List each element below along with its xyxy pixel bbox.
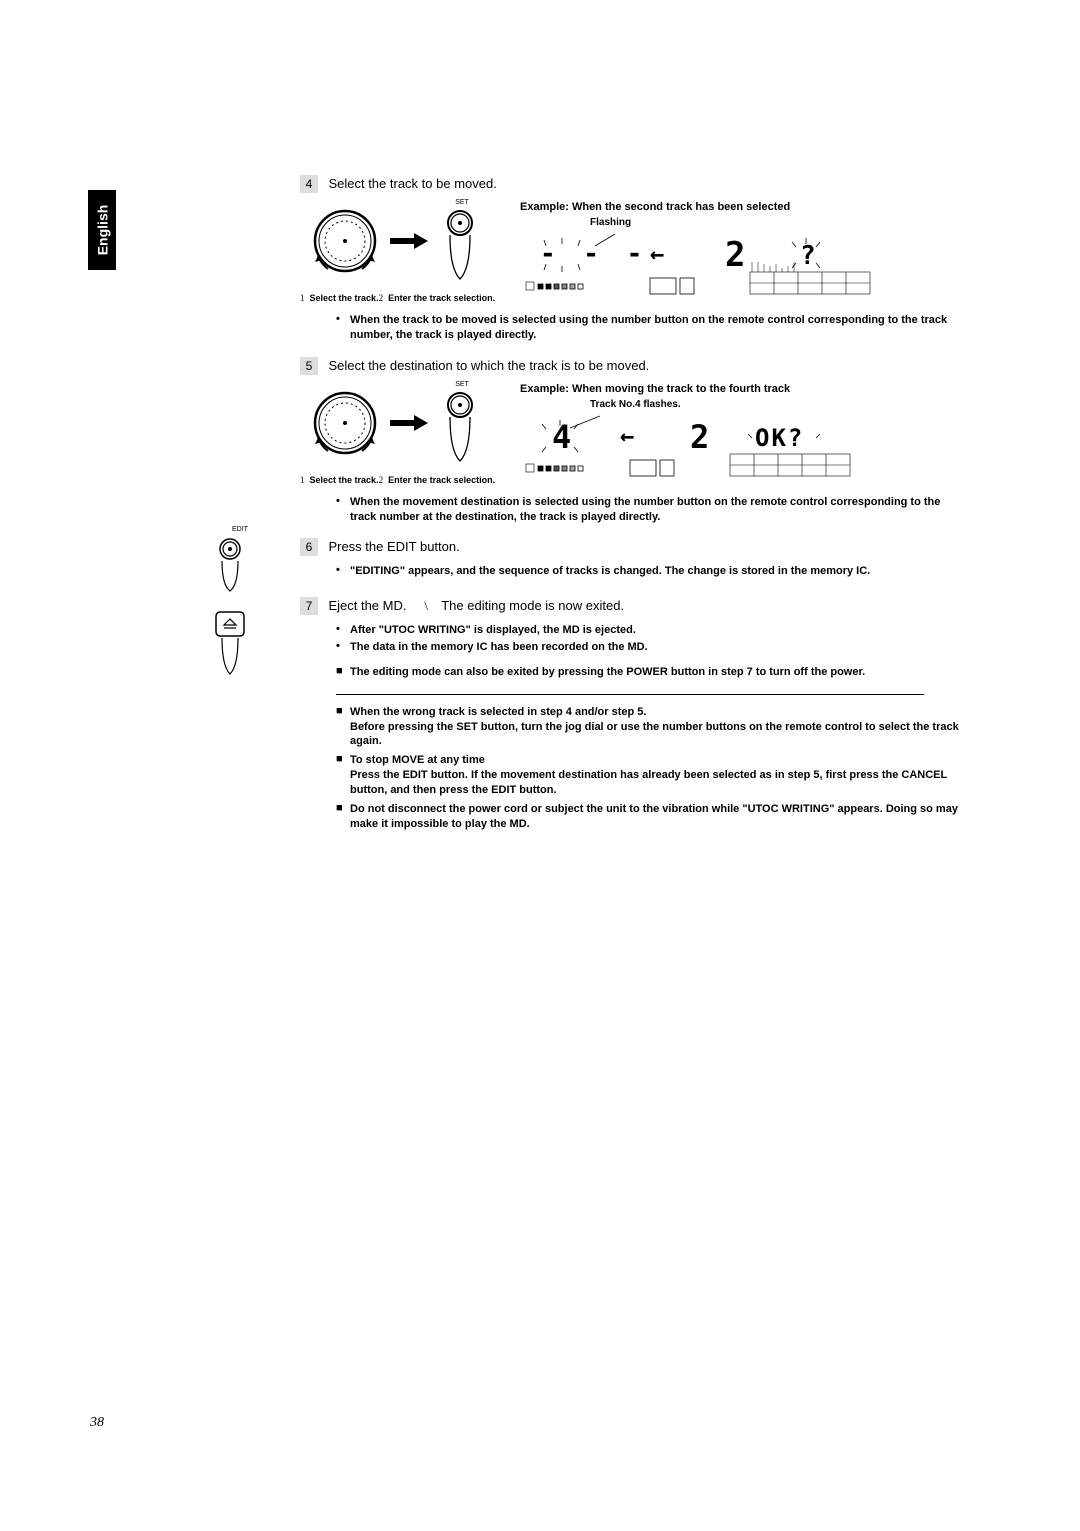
language-tab: English xyxy=(88,190,116,270)
svg-text:OK?: OK? xyxy=(755,424,804,452)
note-1a: When the wrong track is selected in step… xyxy=(350,705,960,720)
example-1-sub: Flashing xyxy=(590,217,960,228)
lcd-display-1: - - - ← 2 ? xyxy=(520,232,920,302)
step-7: 7 Eject the MD. \ The editing mode is no… xyxy=(300,597,960,615)
step-6-text: Press the EDIT button. xyxy=(328,539,459,554)
step-7-num: 7 xyxy=(300,597,318,615)
step-7-after: The editing mode is now exited. xyxy=(441,598,624,613)
svg-text:4: 4 xyxy=(552,418,571,456)
step-5-text: Select the destination to which the trac… xyxy=(328,358,649,373)
step-5: 5 Select the destination to which the tr… xyxy=(300,357,960,375)
note-2b: Press the EDIT button. If the movement d… xyxy=(350,768,960,798)
step-5-note-1: When the movement destination is selecte… xyxy=(350,495,960,525)
note-1b: Before pressing the SET button, turn the… xyxy=(350,720,960,750)
example-2: Example: When moving the track to the fo… xyxy=(520,383,960,487)
example-1: Example: When the second track has been … xyxy=(520,201,960,305)
step-5-figure-row: SET 1 Select the track.2 Enter the track… xyxy=(300,383,960,487)
step-7-text: Eject the MD. xyxy=(328,598,406,613)
power-note: The editing mode can also be exited by p… xyxy=(350,665,960,680)
dial-sel-labels-2: 1 Select the track.2 Enter the track sel… xyxy=(300,475,520,485)
step-7-note-1: After "UTOC WRITING" is displayed, the M… xyxy=(350,623,960,638)
step-6: 6 Press the EDIT button. xyxy=(300,538,960,556)
note-2a: To stop MOVE at any time xyxy=(350,753,960,768)
svg-text:?: ? xyxy=(800,241,816,271)
svg-text:2: 2 xyxy=(725,235,745,275)
step-4-note-1: When the track to be moved is selected u… xyxy=(350,313,960,343)
page-number: 38 xyxy=(90,1415,104,1431)
jog-dial-icon-2 xyxy=(300,383,500,473)
set-label-1: SET xyxy=(442,199,482,206)
jog-dial-icon xyxy=(300,201,500,291)
step-7-arrow: \ xyxy=(424,598,428,613)
step-5-num: 5 xyxy=(300,357,318,375)
power-note-block: ■ The editing mode can also be exited by… xyxy=(336,665,960,680)
svg-text:2: 2 xyxy=(690,418,709,456)
edit-button-icon xyxy=(210,535,250,595)
note-3: Do not disconnect the power cord or subj… xyxy=(350,802,960,832)
step-6-note-1: "EDITING" appears, and the sequence of t… xyxy=(350,564,960,579)
lcd-display-2: 4 ← 2 OK? xyxy=(520,414,920,484)
language-label: English xyxy=(94,205,110,256)
side-icons: EDIT xyxy=(210,526,270,683)
example-2-sub: Track No.4 flashes. xyxy=(590,399,960,410)
step-4-figure-row: SET 1 Se xyxy=(300,201,960,305)
edit-label: EDIT xyxy=(210,526,270,533)
example-2-title: Example: When moving the track to the fo… xyxy=(520,383,960,395)
step-7-notes: •After "UTOC WRITING" is displayed, the … xyxy=(336,623,960,655)
main-content: 4 Select the track to be moved. SET xyxy=(300,175,960,836)
dial-figure-2: SET 1 Select the track.2 Enter the track… xyxy=(300,383,520,485)
step-7-note-2: The data in the memory IC has been recor… xyxy=(350,640,960,655)
bottom-notes: ■ When the wrong track is selected in st… xyxy=(336,705,960,832)
example-1-title: Example: When the second track has been … xyxy=(520,201,960,213)
step-4: 4 Select the track to be moved. xyxy=(300,175,960,193)
step-6-notes: •"EDITING" appears, and the sequence of … xyxy=(336,564,960,579)
divider xyxy=(336,694,924,695)
dial-sel-labels-1: 1 Select the track.2 Enter the track sel… xyxy=(300,293,520,303)
svg-text:- - -: - - - xyxy=(540,239,648,269)
step-4-text: Select the track to be moved. xyxy=(328,176,496,191)
step-4-num: 4 xyxy=(300,175,318,193)
eject-button-icon xyxy=(210,608,250,678)
step-4-notes: •When the track to be moved is selected … xyxy=(336,313,960,343)
step-6-num: 6 xyxy=(300,538,318,556)
dial-figure-1: SET 1 Se xyxy=(300,201,520,303)
svg-text:←: ← xyxy=(650,240,664,268)
svg-text:←: ← xyxy=(620,422,634,450)
step-5-notes: •When the movement destination is select… xyxy=(336,495,960,525)
set-label-2: SET xyxy=(442,381,482,388)
